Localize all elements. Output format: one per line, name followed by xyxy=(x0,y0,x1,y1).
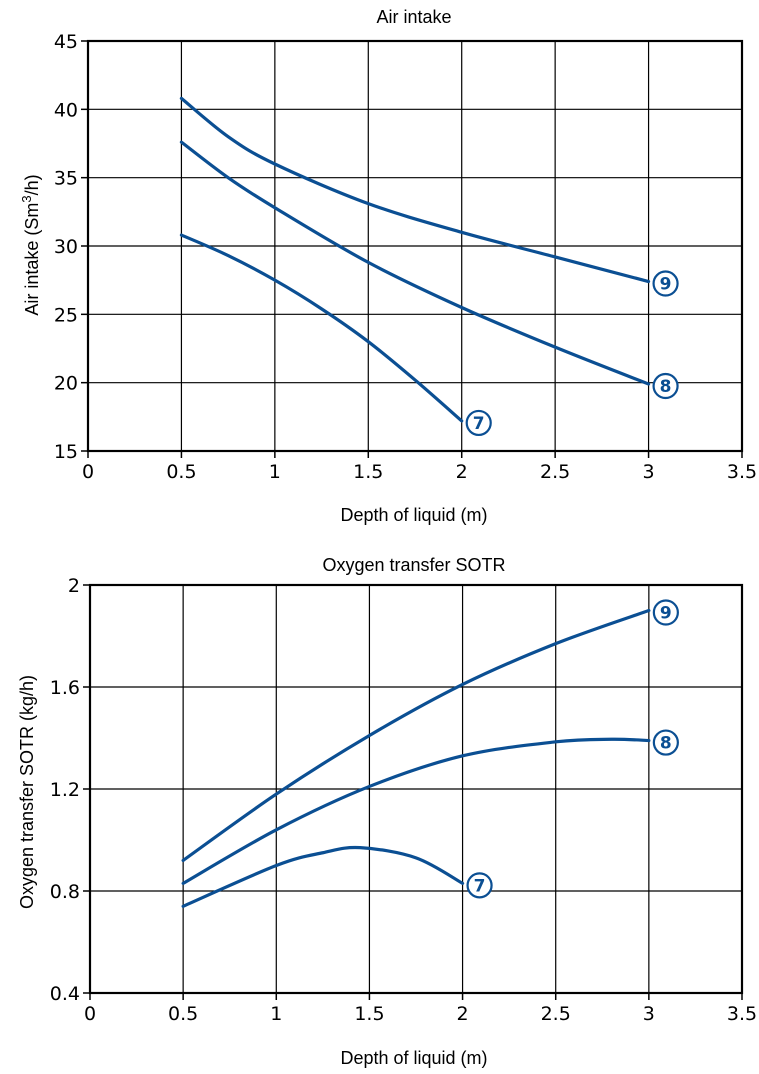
y-tick-label: 20 xyxy=(54,373,78,395)
y-tick-label: 25 xyxy=(54,304,78,326)
series-label-7: 7 xyxy=(474,876,486,896)
series-line-9 xyxy=(181,608,651,862)
series-line-9 xyxy=(179,96,651,284)
series-line-7 xyxy=(179,233,464,423)
series-badge-7: 7 xyxy=(466,872,493,899)
series-badge-7: 7 xyxy=(465,409,492,437)
x-tick-label: 0 xyxy=(84,1003,96,1025)
x-tick-label: 1 xyxy=(270,1003,282,1025)
series-badge-8: 8 xyxy=(652,372,679,400)
y-tick-label: 15 xyxy=(54,441,78,463)
y-axis-label-tail: /h) xyxy=(22,174,42,195)
series-badge-9: 9 xyxy=(652,270,679,297)
y-tick-label: 35 xyxy=(54,168,78,190)
x-tick-label: 3.5 xyxy=(727,1003,757,1025)
series-line-8 xyxy=(179,140,651,386)
x-tick-label: 3.5 xyxy=(727,461,757,483)
badge-circle xyxy=(652,599,679,626)
y-axis-label-superscript: 3 xyxy=(19,195,34,202)
y-tick-label: 1.2 xyxy=(50,779,80,801)
series-label-7: 7 xyxy=(473,414,485,434)
y-tick-label: 2 xyxy=(68,575,80,597)
series-label-8: 8 xyxy=(660,377,672,397)
x-tick-label: 0.5 xyxy=(166,461,196,483)
plot-frame xyxy=(88,583,744,995)
chart-title: Air intake xyxy=(376,7,451,27)
x-axis-label: Depth of liquid (m) xyxy=(340,1048,487,1068)
x-tick-label: 1 xyxy=(269,461,281,483)
chart-title: Oxygen transfer SOTR xyxy=(322,555,505,575)
x-tick-label: 2 xyxy=(456,461,468,483)
x-tick-label: 2.5 xyxy=(541,1003,571,1025)
series-badge-9: 9 xyxy=(652,599,679,626)
x-tick-label: 2.5 xyxy=(540,461,570,483)
x-tick-label: 1.5 xyxy=(354,1003,384,1025)
badge-circle xyxy=(466,872,493,899)
series-line-8 xyxy=(181,737,651,885)
series-label-8: 8 xyxy=(660,734,672,754)
y-axis-label-main: Air intake (Sm xyxy=(22,203,42,316)
grid-lines xyxy=(83,584,743,1000)
x-axis-label: Depth of liquid (m) xyxy=(340,505,487,525)
x-tick-label: 0.5 xyxy=(168,1003,198,1025)
badge-circle xyxy=(465,409,492,437)
y-tick-label: 0.8 xyxy=(50,881,80,903)
oxygen-transfer-chart: Oxygen transfer SOTR Depth of liquid (m)… xyxy=(17,555,757,1068)
x-tick-label: 0 xyxy=(82,461,94,483)
x-tick-label: 3 xyxy=(643,461,655,483)
y-tick-label: 40 xyxy=(54,99,78,121)
series-line-7 xyxy=(181,845,465,908)
y-tick-label: 0.4 xyxy=(50,983,80,1005)
series-badge-8: 8 xyxy=(652,729,679,756)
series-label-9: 9 xyxy=(660,275,672,295)
y-tick-label: 1.6 xyxy=(50,677,80,699)
x-tick-label: 3 xyxy=(643,1003,655,1025)
plot-frame xyxy=(86,39,744,453)
badge-circle xyxy=(652,729,679,756)
badge-circle xyxy=(652,372,679,400)
air-intake-chart: Air intake Depth of liquid (m) Air intak… xyxy=(19,7,757,525)
badge-circle xyxy=(652,270,679,297)
y-axis-label: Oxygen transfer SOTR (kg/h) xyxy=(17,675,37,909)
grid-lines xyxy=(81,40,743,458)
x-tick-label: 2 xyxy=(457,1003,469,1025)
y-tick-label: 45 xyxy=(54,31,78,53)
series-label-9: 9 xyxy=(660,604,672,624)
y-tick-label: 30 xyxy=(54,236,78,258)
x-tick-label: 1.5 xyxy=(353,461,383,483)
y-axis-label: Air intake (Sm3/h) xyxy=(19,174,42,315)
